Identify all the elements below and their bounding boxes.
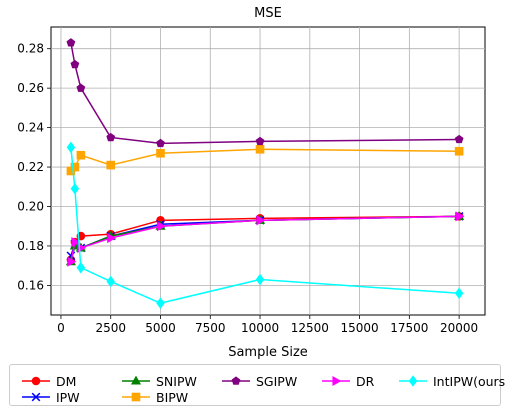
legend-label: SNIPW: [156, 373, 197, 389]
series-dr: [67, 211, 465, 267]
legend-marker-dm: [31, 376, 41, 386]
x-tick-label: 20000: [440, 321, 478, 335]
legend-swatch-snipw: [122, 375, 150, 385]
series-line-bipw: [70, 148, 460, 172]
legend-item-sgipw: SGIPW: [222, 373, 297, 389]
series-intipw-ours: [66, 141, 464, 309]
x-axis-label: Sample Size: [228, 345, 308, 360]
legend-marker-ipw: [31, 392, 41, 402]
y-tick-label: 0.18: [17, 239, 44, 253]
series-sgipw: [66, 38, 464, 148]
legend: DM IPW SNIPW BIPW SGIPW DR IntIPW(ours): [9, 364, 505, 406]
y-tick-label: 0.24: [17, 121, 44, 135]
x-tick-label: 15000: [340, 321, 378, 335]
y-tick-label: 0.22: [17, 160, 44, 174]
data-point-sgipw: [76, 83, 86, 92]
data-point-sgipw: [70, 59, 80, 69]
legend-marker-sgipw: [231, 376, 241, 385]
grid: [51, 27, 485, 315]
data-point-sgipw: [255, 136, 265, 146]
legend-swatch-bipw: [122, 392, 150, 402]
data-point-bipw: [76, 150, 86, 160]
data-point-intipw-ours: [255, 273, 265, 286]
legend-marker-snipw: [130, 375, 142, 385]
legend-item-dr: DR: [322, 373, 374, 389]
legend-label: BIPW: [156, 389, 189, 405]
series-line-intipw-ours: [70, 147, 460, 304]
series-layer: [65, 38, 465, 309]
data-point-dr: [67, 256, 77, 267]
y-tick-label: 0.16: [17, 278, 44, 292]
x-tick-label: 0: [57, 321, 65, 335]
data-point-dr: [107, 233, 117, 244]
legend-swatch-intipw-ours: [399, 375, 427, 387]
data-point-dr: [71, 236, 81, 248]
data-point-intipw-ours: [76, 261, 86, 274]
legend-swatch-dm: [22, 376, 50, 386]
ticks: 0 2500 5000 7500 10000 12500 15000 17500 20000 0.…: [17, 42, 478, 335]
legend-label: DR: [356, 373, 375, 389]
series-line-ipw: [70, 215, 460, 257]
data-point-sgipw: [66, 38, 76, 47]
y-tick-label: 0.20: [17, 200, 44, 214]
legend-marker-dr: [332, 375, 342, 387]
series-line-sgipw: [70, 42, 460, 145]
legend-item-bipw: BIPW: [122, 389, 188, 405]
plot-area: [50, 26, 486, 316]
data-point-intipw-ours: [454, 287, 464, 300]
data-point-intipw-ours: [106, 275, 115, 288]
legend-item-dm: DM: [22, 373, 76, 389]
data-point-dr: [256, 215, 266, 226]
x-tick-label: 12500: [291, 321, 329, 335]
data-point-bipw: [454, 146, 464, 156]
data-point-bipw: [106, 160, 116, 170]
data-point-bipw: [156, 148, 165, 158]
x-tick-label: 10000: [241, 321, 279, 335]
legend-label: DM: [56, 373, 77, 389]
x-tick-label: 5000: [145, 321, 176, 335]
data-point-intipw-ours: [66, 141, 76, 154]
series-line-snipw: [70, 215, 460, 262]
series-line-dm: [70, 215, 460, 260]
legend-swatch-ipw: [22, 392, 50, 402]
legend-item-intipw-ours: IntIPW(ours): [399, 373, 505, 389]
data-point-sgipw: [106, 132, 116, 142]
data-point-dr: [455, 211, 465, 222]
data-point-sgipw: [156, 138, 165, 148]
legend-marker-bipw: [131, 392, 141, 402]
data-point-bipw: [70, 162, 80, 172]
legend-label: SGIPW: [256, 373, 298, 389]
data-point-intipw-ours: [156, 297, 165, 309]
data-point-bipw: [255, 145, 265, 154]
y-tick-label: 0.28: [17, 42, 44, 56]
chart-title: MSE: [254, 6, 282, 21]
x-tick-label: 2500: [95, 321, 126, 335]
series-bipw: [66, 145, 464, 176]
x-tick-label: 7500: [195, 321, 226, 335]
legend-item-ipw: IPW: [22, 389, 80, 405]
legend-label: IntIPW(ours): [433, 373, 505, 389]
data-point-dr: [156, 221, 166, 232]
series-line-dr: [70, 215, 460, 262]
legend-swatch-dr: [322, 375, 350, 387]
data-point-intipw-ours: [70, 182, 80, 195]
legend-marker-intipw-ours: [408, 375, 418, 387]
legend-label: IPW: [56, 389, 80, 405]
legend-item-snipw: SNIPW: [122, 373, 197, 389]
legend-swatch-sgipw: [222, 376, 250, 385]
data-point-sgipw: [454, 134, 464, 144]
y-tick-label: 0.26: [17, 81, 44, 95]
x-tick-label: 17500: [390, 321, 428, 335]
